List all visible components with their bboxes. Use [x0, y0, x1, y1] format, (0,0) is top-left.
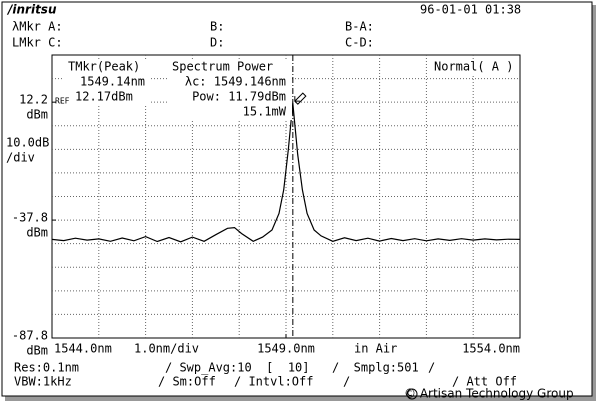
plot	[51, 55, 521, 338]
readout: Spectrum Power	[172, 60, 273, 74]
readout-bg	[64, 60, 149, 106]
footer: / Att Off	[452, 375, 517, 389]
x-tick-label: 1544.0nm	[54, 342, 112, 356]
watermark-icon	[406, 388, 418, 400]
y-unit: dBm	[26, 108, 48, 122]
footer: / Swp_Avg:10 [ 10]	[165, 361, 310, 375]
scale-label: /div	[6, 151, 35, 165]
medium-label: in Air	[354, 342, 397, 356]
readout-bg	[168, 60, 292, 120]
ref-label: REF	[55, 97, 70, 106]
mkr-label: λMkr A:	[12, 20, 63, 34]
watermark: © Artisan Technology Group	[404, 387, 574, 401]
trace	[51, 103, 521, 243]
mkr-label: D:	[210, 36, 224, 50]
footer: / Smplg:501	[332, 361, 419, 375]
mkr-label: C-D:	[345, 36, 374, 50]
y-unit: dBm	[26, 226, 48, 240]
readout: Pow: 11.79dBm	[192, 90, 286, 104]
marker-arrow	[294, 92, 307, 105]
footer: /	[428, 361, 435, 375]
y-unit: dBm	[26, 344, 48, 358]
y-tick-label: -87.8	[12, 329, 48, 343]
footer: Res:0.1nm	[14, 361, 79, 375]
x-tick-label: 1549.0nm	[257, 342, 315, 356]
x-tick-label: 1554.0nm	[462, 342, 520, 356]
readout: 15.1mW	[243, 105, 287, 119]
y-tick-label: 12.2	[19, 93, 48, 107]
mode: Normal( A )	[434, 60, 513, 74]
footer: VBW:1kHz	[14, 375, 72, 389]
mkr-label: LMkr C:	[12, 36, 63, 50]
footer: / Sm:Off	[158, 375, 216, 389]
readout: λc: 1549.146nm	[185, 75, 286, 89]
footer: /	[343, 375, 350, 389]
readout: TMkr(Peak)	[68, 60, 140, 74]
logo: /inritsu	[6, 3, 57, 17]
scale-label: 10.0dB	[6, 136, 49, 150]
readout-bg	[430, 60, 518, 74]
span-label: 1.0nm/div	[134, 342, 199, 356]
y-tick-label: -37.8	[12, 211, 48, 225]
mkr-label: B:	[210, 20, 224, 34]
readout: 1549.14nm	[80, 75, 145, 89]
footer: / Intvl:Off	[234, 375, 313, 389]
mkr-label: B-A:	[345, 20, 374, 34]
readout: 12.17dBm	[75, 90, 133, 104]
datetime: 96-01-01 01:38	[420, 3, 521, 17]
